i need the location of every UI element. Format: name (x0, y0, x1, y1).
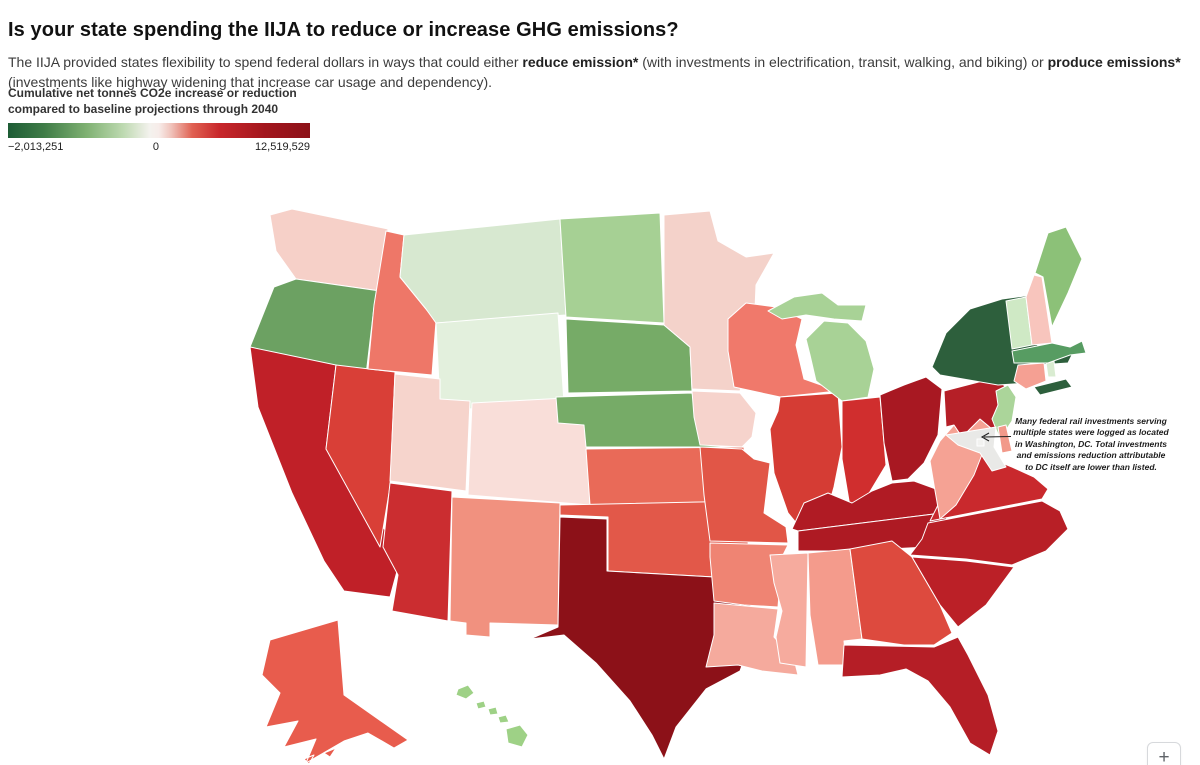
legend-zero-label: 0 (152, 141, 160, 154)
legend-labels: −2,013,251 0 12,519,529 (8, 141, 310, 156)
legend-min-label: −2,013,251 (8, 141, 64, 154)
state-nm[interactable]: New Mexico (449, 496, 561, 638)
state-ga[interactable]: Georgia (849, 540, 953, 646)
state-ar[interactable]: Arkansas (709, 542, 789, 608)
state-nd[interactable]: North Dakota (559, 212, 665, 324)
state-az[interactable]: Arizona (382, 482, 453, 622)
state-mo[interactable]: Missouri (699, 446, 789, 544)
state-wy[interactable]: Wyoming (435, 312, 565, 410)
state-md[interactable]: Maryland (945, 426, 1007, 472)
state-hi[interactable]: Hawaii (455, 684, 529, 748)
legend-gradient-bar (8, 123, 310, 139)
state-nc[interactable]: North Carolina (909, 500, 1069, 566)
state-me[interactable]: Maine (1034, 226, 1083, 328)
annotation-arrow-icon (980, 432, 1012, 442)
state-ak[interactable]: Alaska (261, 619, 409, 765)
state-sc[interactable]: South Carolina (911, 556, 1015, 628)
page-title: Is your state spending the IIJA to reduc… (8, 19, 679, 42)
state-de[interactable]: Delaware (997, 424, 1013, 454)
state-ma[interactable]: Massachusetts (1011, 340, 1087, 364)
state-wa[interactable]: Washington (269, 208, 389, 292)
state-mi[interactable]: Michigan (767, 292, 883, 402)
state-nh[interactable]: New Hampshire (1025, 274, 1053, 346)
state-fl[interactable]: Florida (841, 636, 999, 756)
legend-title-line2: compared to baseline projections through… (8, 101, 279, 116)
zoom-in-button[interactable]: + (1147, 742, 1181, 765)
state-ia[interactable]: Iowa (691, 390, 757, 448)
state-la[interactable]: Louisiana (705, 602, 799, 676)
choropleth-map-container: AlaskaHawaiiWashingtonOregonCaliforniaNe… (240, 195, 1190, 765)
state-ms[interactable]: Mississippi (769, 552, 809, 668)
state-mt[interactable]: Montana (399, 218, 567, 324)
state-ut[interactable]: Utah (389, 373, 471, 492)
page-subtitle: The IIJA provided states flexibility to … (8, 54, 1181, 90)
state-tx[interactable]: Texas (529, 516, 753, 760)
state-wi[interactable]: Wisconsin (727, 302, 839, 398)
dc-annotation: Many federal rail investments serving mu… (1013, 416, 1169, 472)
state-oh[interactable]: Ohio (879, 376, 943, 482)
legend: Cumulative net tonnes CO2e increase or r… (8, 86, 310, 156)
legend-title-line1: Cumulative net tonnes CO2e increase or r… (8, 86, 297, 100)
legend-max-label: 12,519,529 (254, 141, 310, 154)
state-dc[interactable]: District of Columbia (976, 438, 985, 447)
us-map[interactable]: AlaskaHawaiiWashingtonOregonCaliforniaNe… (240, 195, 1190, 765)
